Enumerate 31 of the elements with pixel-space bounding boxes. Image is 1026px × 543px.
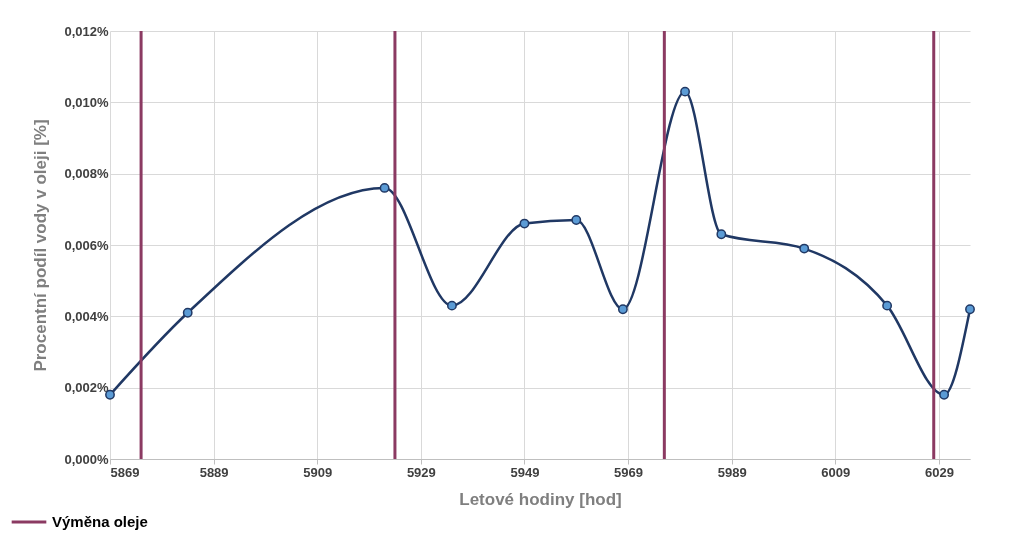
y-tick-label: 0,004% (64, 308, 109, 324)
y-tick-label: 0,008% (64, 166, 109, 182)
x-tick-label: 5929 (406, 464, 436, 480)
point (939, 389, 950, 400)
y-tick-label: 0,000% (64, 451, 109, 467)
y-tick-label: 0,010% (64, 94, 109, 110)
x-tick-label: 5889 (199, 464, 229, 480)
point (519, 218, 530, 229)
x-tick-label: 6029 (924, 464, 954, 480)
point (571, 215, 582, 225)
y-tick-label: 0,006% (64, 237, 109, 253)
point (617, 304, 628, 315)
point (379, 183, 390, 193)
point (882, 300, 893, 311)
point (680, 86, 690, 97)
x-tick-label: 5969 (614, 464, 644, 480)
point (182, 307, 193, 318)
x-tick-label: 5989 (717, 464, 747, 480)
x-tick-label: 5869 (110, 464, 140, 480)
y-tick-label: 0,002% (64, 380, 109, 396)
point (965, 304, 975, 315)
y-tick-label: 0,012% (64, 23, 109, 39)
x-tick-label: 6009 (821, 464, 851, 480)
legend-label: Výměna oleje (52, 513, 148, 530)
point (446, 300, 457, 311)
x-tick-label: 5909 (303, 464, 333, 480)
y-axis-title: Procentní podíl vody v oleji [%] (31, 119, 51, 372)
x-tick-label: 5949 (510, 464, 540, 480)
x-axis-title: Letové hodiny [hod] (459, 489, 622, 509)
point (716, 229, 727, 240)
point (799, 243, 810, 254)
